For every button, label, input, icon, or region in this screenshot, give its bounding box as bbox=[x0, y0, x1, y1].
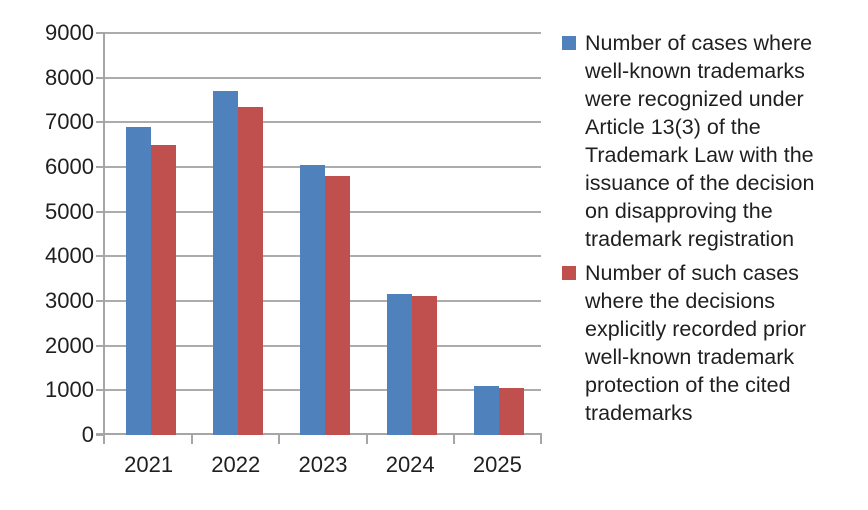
y-axis-tickmark bbox=[96, 210, 105, 213]
y-axis-tick-label: 2000 bbox=[45, 332, 94, 358]
x-axis-tickmark bbox=[452, 433, 455, 444]
y-axis-tick-label: 3000 bbox=[45, 288, 94, 313]
legend-item-series-1: Number of cases where well-known tradema… bbox=[562, 29, 862, 253]
y-axis-tickmark bbox=[96, 32, 105, 34]
x-axis-tick-label: 2021 bbox=[124, 452, 174, 477]
y-axis-tickmark bbox=[96, 121, 105, 124]
legend-swatch-red bbox=[562, 266, 576, 280]
bar-2023-series-1 bbox=[300, 164, 325, 435]
y-axis-tickmark bbox=[96, 434, 105, 436]
y-axis-tickmark bbox=[96, 389, 105, 392]
y-axis-tickmark bbox=[96, 166, 105, 168]
y-axis-line bbox=[103, 33, 105, 444]
x-axis-tick-label: 2024 bbox=[385, 452, 435, 477]
y-axis-tick-label: 1000 bbox=[45, 377, 94, 403]
y-axis-tickmark bbox=[96, 344, 105, 347]
y-axis-tick-label: 0 bbox=[81, 422, 94, 447]
x-axis-tickmark bbox=[191, 433, 194, 444]
gridline-7000 bbox=[105, 121, 541, 124]
bar-2025-series-2 bbox=[499, 387, 525, 435]
bar-2024-series-1 bbox=[387, 293, 413, 435]
y-axis-tick-label: 5000 bbox=[45, 198, 94, 224]
y-axis-tickmark bbox=[96, 255, 105, 258]
y-axis-tick-label: 4000 bbox=[45, 243, 94, 269]
gridline-9000 bbox=[105, 32, 541, 34]
bar-2022-series-1 bbox=[212, 91, 238, 435]
bar-2021-series-2 bbox=[150, 144, 176, 435]
bar-2024-series-2 bbox=[412, 295, 438, 435]
y-axis-tickmark bbox=[96, 76, 105, 79]
y-axis-tick-label: 9000 bbox=[45, 20, 94, 45]
x-axis-tickmark bbox=[365, 433, 368, 444]
y-axis-tick-label: 8000 bbox=[45, 64, 94, 90]
bar-2022-series-2 bbox=[237, 106, 263, 435]
x-axis-tickmark bbox=[540, 433, 542, 444]
y-axis-tick-label: 6000 bbox=[45, 154, 94, 179]
bar-2021-series-1 bbox=[125, 126, 151, 435]
x-axis-tick-label: 2025 bbox=[472, 452, 522, 477]
x-axis-tickmark bbox=[278, 433, 281, 444]
bar-2023-series-2 bbox=[325, 175, 350, 435]
legend-label-series-1: Number of cases where well-known tradema… bbox=[585, 31, 815, 251]
chart-legend: Number of cases where well-known tradema… bbox=[562, 0, 862, 510]
legend-item-series-2: Number of such cases where the decisions… bbox=[562, 259, 862, 427]
y-axis-tickmark bbox=[96, 300, 105, 302]
y-axis-tick-label: 7000 bbox=[45, 109, 94, 135]
x-axis-tick-label: 2022 bbox=[211, 452, 261, 477]
legend-swatch-blue bbox=[562, 36, 576, 50]
legend-label-series-2: Number of such cases where the decisions… bbox=[585, 261, 807, 425]
x-axis-tick-label: 2023 bbox=[298, 452, 348, 477]
bar-2025-series-1 bbox=[474, 385, 500, 435]
gridline-8000 bbox=[105, 76, 541, 79]
